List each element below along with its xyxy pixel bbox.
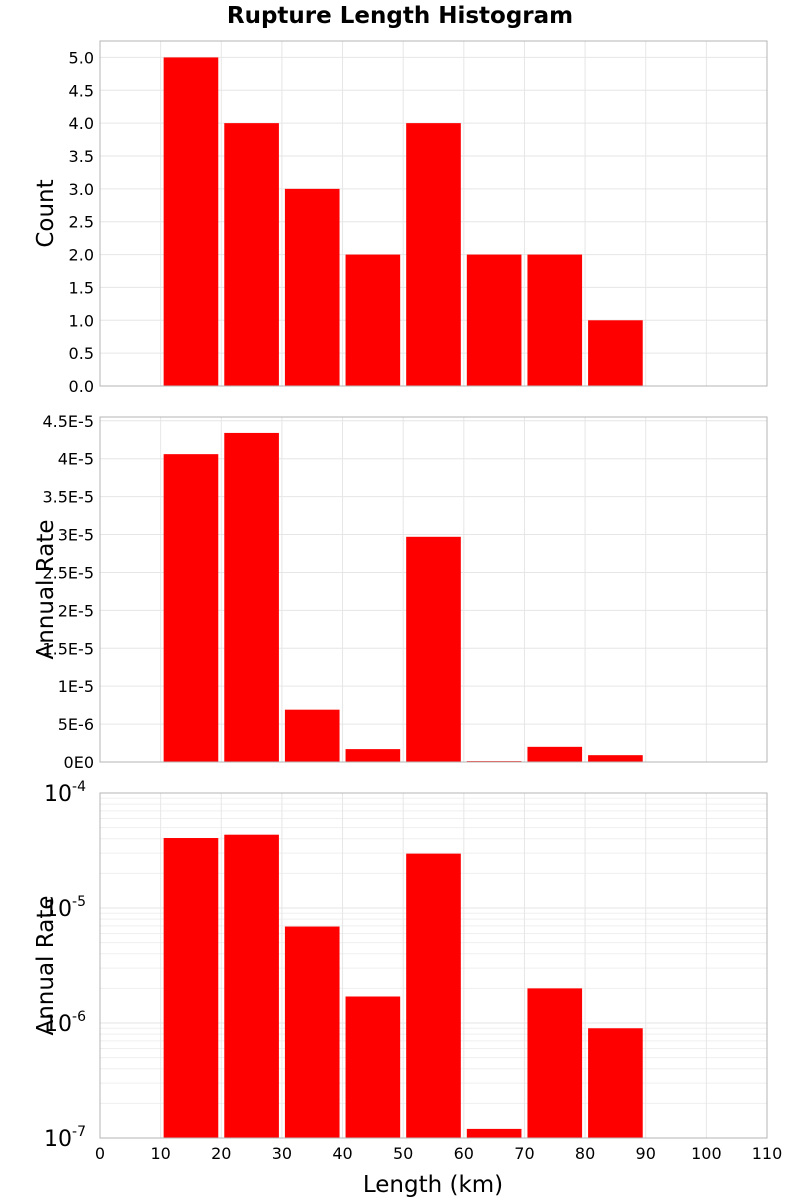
y-tick-label: 2E-5 (58, 601, 94, 620)
y-tick-label: 10-6 (44, 1009, 86, 1037)
y-tick-label: 1.5E-5 (42, 639, 94, 658)
bar-50-60: 50-60: 4 (406, 123, 461, 387)
plot-frame (99, 40, 768, 387)
x-tick-label: 50 (393, 1144, 413, 1163)
plot-frame (99, 416, 768, 763)
bar-10-20: 10-20: 5 (163, 57, 219, 387)
bar-20-30: 20-30: 4 (224, 123, 279, 387)
bar-80-90: 80-90: 9e-7 (588, 755, 643, 762)
bar-50-60: 50-60: 0.0000297 (406, 536, 461, 762)
y-tick-label: 2.5 (69, 213, 94, 232)
x-tick-label: 110 (752, 1144, 783, 1163)
chart-panels: 10-20: 520-30: 430-40: 340-50: 250-60: 4… (33, 40, 782, 1163)
bar-70-80: 70-80: 0.000002 (527, 746, 583, 762)
x-tick-label: 40 (332, 1144, 352, 1163)
bar-30-40: 30-40: 0.0000069 (284, 926, 340, 1138)
bar-40-50: 40-50: 0.0000017 (345, 996, 401, 1138)
bar-20-30: 20-30: 0.0000434 (224, 834, 279, 1138)
bar-70-80: 70-80: 2 (527, 254, 583, 386)
y-tick-label: 10-5 (44, 894, 86, 922)
y-tick-label: 1E-5 (58, 677, 94, 696)
y-tick-label: 4.5 (69, 81, 94, 100)
x-tick-label: 10 (150, 1144, 170, 1163)
x-tick-label: 30 (272, 1144, 292, 1163)
y-tick-label: 1.0 (69, 311, 94, 330)
panel-3: 10-20: 0.000040620-30: 0.000043430-40: 0… (33, 779, 782, 1163)
y-axis-label: Annual Rate (33, 896, 59, 1036)
y-tick-label: 4.0 (69, 114, 94, 133)
y-tick-label: 10-4 (44, 779, 86, 807)
y-tick-label: 2.5E-5 (42, 563, 94, 582)
x-axis-label: Length (km) (363, 1172, 503, 1198)
y-tick-label: 10-7 (44, 1124, 86, 1152)
panel-2: 10-20: 0.000040620-30: 0.000043430-40: 0… (33, 412, 768, 772)
y-tick-label: 3.5 (69, 147, 94, 166)
y-tick-label: 2.0 (69, 246, 94, 265)
bar-30-40: 30-40: 0.0000069 (284, 709, 340, 762)
bar-10-20: 10-20: 0.0000406 (163, 838, 219, 1138)
bar-60-70: 60-70: 2 (466, 254, 522, 386)
x-tick-label: 70 (514, 1144, 534, 1163)
x-tick-label: 80 (575, 1144, 595, 1163)
bar-40-50: 40-50: 2 (345, 254, 401, 386)
plot-frame (99, 792, 768, 1139)
bar-20-30: 20-30: 0.0000434 (224, 432, 279, 762)
bar-80-90: 80-90: 9e-7 (588, 1028, 643, 1138)
y-tick-label: 0E0 (64, 753, 94, 772)
x-tick-label: 20 (211, 1144, 231, 1163)
chart-title: Rupture Length Histogram (227, 3, 573, 29)
y-tick-label: 4E-5 (58, 450, 94, 469)
y-tick-label: 3.0 (69, 180, 94, 199)
y-tick-label: 1.5 (69, 278, 94, 297)
x-tick-label: 60 (454, 1144, 474, 1163)
y-tick-label: 4.5E-5 (42, 412, 94, 431)
bar-40-50: 40-50: 0.0000017 (345, 749, 401, 762)
x-tick-label: 0 (95, 1144, 105, 1163)
panel-1: 10-20: 520-30: 430-40: 340-50: 250-60: 4… (33, 40, 768, 396)
bar-10-20: 10-20: 0.0000406 (163, 454, 219, 762)
y-axis-label: Count (33, 179, 59, 247)
y-axis-label: Annual Rate (33, 520, 59, 660)
x-tick-label: 90 (636, 1144, 656, 1163)
y-tick-label: 0.0 (69, 377, 94, 396)
bar-50-60: 50-60: 0.0000297 (406, 853, 461, 1138)
bar-30-40: 30-40: 3 (284, 188, 340, 386)
x-tick-label: 100 (691, 1144, 722, 1163)
y-tick-label: 3E-5 (58, 526, 94, 545)
y-tick-label: 5.0 (69, 48, 94, 67)
y-tick-label: 5E-6 (58, 715, 94, 734)
bar-80-90: 80-90: 1 (588, 320, 643, 386)
y-tick-label: 0.5 (69, 344, 94, 363)
bar-60-70: 60-70: 1.2e-7 (466, 1128, 522, 1138)
y-tick-label: 3.5E-5 (42, 488, 94, 507)
bar-70-80: 70-80: 0.000002 (527, 988, 583, 1138)
